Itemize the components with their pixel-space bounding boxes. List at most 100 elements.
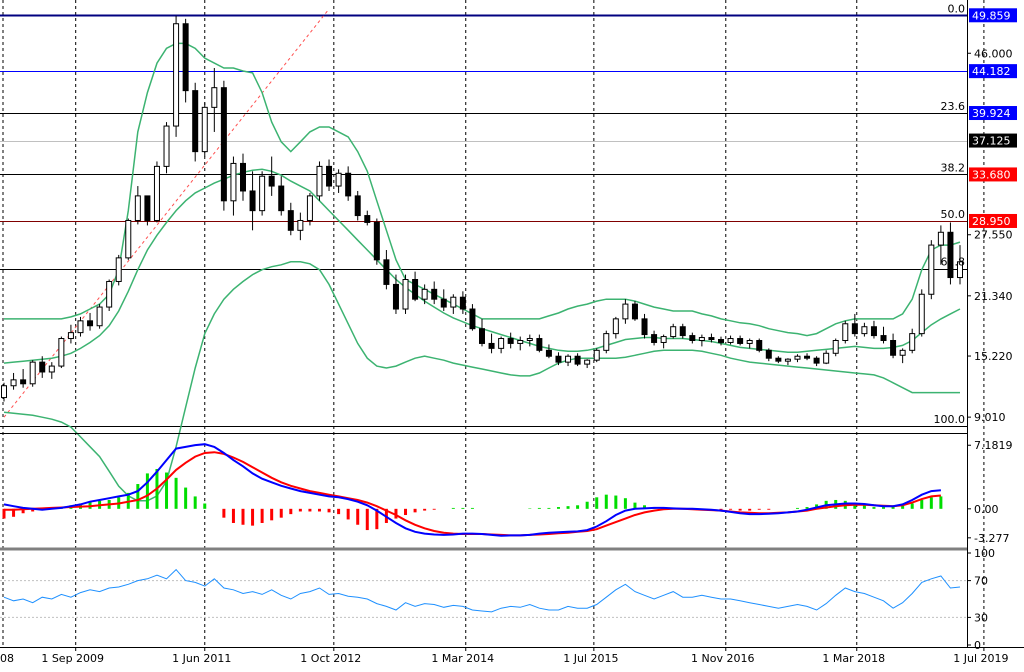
- candle-body: [354, 195, 361, 217]
- candle: [507, 332, 514, 349]
- candle: [870, 320, 877, 339]
- candle-body: [297, 219, 304, 231]
- candle-body: [737, 338, 744, 344]
- candle-body: [823, 352, 830, 364]
- candle-body: [727, 338, 734, 343]
- candle-body: [173, 23, 180, 127]
- candle-body: [459, 296, 466, 310]
- candle-body: [517, 339, 524, 344]
- candle-body: [584, 359, 591, 365]
- candle-body: [545, 349, 552, 357]
- candle-body: [125, 219, 132, 259]
- candle-body: [96, 306, 103, 327]
- candle: [641, 313, 648, 339]
- candle: [278, 176, 285, 216]
- candle-body: [918, 293, 925, 335]
- candle: [851, 313, 858, 337]
- candle: [440, 289, 447, 311]
- candle: [689, 332, 696, 344]
- time-tick-label: 1 Nov 2016: [691, 652, 754, 665]
- candle: [899, 348, 906, 364]
- candle-body: [670, 326, 677, 338]
- price-tick-label: 46.000: [974, 47, 1013, 60]
- candle-body: [851, 323, 858, 335]
- candle-body: [507, 338, 514, 344]
- candle-body: [756, 339, 763, 351]
- candle-body: [450, 296, 457, 308]
- candle: [383, 249, 390, 290]
- candle-body: [29, 361, 36, 385]
- candle-body: [708, 337, 715, 341]
- candle-body: [641, 318, 648, 336]
- candle: [153, 161, 160, 223]
- candle-body: [536, 338, 543, 351]
- candle: [431, 281, 438, 305]
- candle: [737, 335, 744, 346]
- candle: [87, 312, 94, 331]
- macd-tick-label: -3.277: [974, 532, 1009, 545]
- candle: [20, 369, 27, 388]
- candle-body: [890, 339, 897, 356]
- candle: [268, 156, 275, 196]
- price-badge-label: 37.125: [972, 135, 1011, 148]
- candle-body: [48, 365, 55, 373]
- candle: [631, 301, 638, 321]
- fib-trendline: [3, 8, 330, 418]
- fib-labels: 0.0 23.6 38.2 50.0 61.8 100.0: [934, 2, 966, 426]
- candle: [29, 360, 36, 387]
- candle-body: [842, 323, 849, 341]
- candle: [220, 80, 227, 211]
- fib-label: 100.0: [934, 413, 966, 426]
- price-tick-label: 21.340: [974, 290, 1013, 303]
- candle-body: [832, 339, 839, 354]
- candle: [718, 336, 724, 346]
- candle-body: [77, 320, 84, 334]
- price-badge: [969, 106, 1017, 121]
- rsi-tick-label: 100: [974, 547, 995, 560]
- candle-body: [565, 355, 572, 363]
- candle: [698, 334, 705, 347]
- candle-body: [479, 328, 485, 344]
- candle-body: [469, 308, 476, 330]
- candle: [794, 354, 801, 363]
- candle-body: [555, 355, 562, 363]
- macd-main-line: [3, 443, 941, 537]
- candle: [58, 336, 65, 369]
- candle-body: [10, 379, 17, 387]
- candle: [565, 354, 572, 367]
- candle: [775, 356, 782, 364]
- time-axis: 08 1 Sep 2009 1 Jun 2011 1 Oct 2012 1 Mar 20…: [0, 647, 1009, 665]
- candle-body: [574, 355, 581, 365]
- candle: [488, 333, 495, 354]
- candle-body: [134, 195, 141, 221]
- rsi-panel: [0, 568, 967, 618]
- candle-body: [201, 106, 208, 153]
- candle-body: [182, 23, 189, 92]
- price-tick-label: 9.010: [974, 411, 1006, 424]
- time-tick-label: 1 Jul 2019: [953, 652, 1008, 665]
- candle: [804, 353, 811, 361]
- candle: [373, 218, 380, 265]
- candle: [306, 192, 313, 226]
- candle: [498, 336, 505, 354]
- price-badge: [969, 167, 1017, 182]
- candle-body: [651, 334, 658, 343]
- candle-body: [20, 379, 27, 385]
- candle: [861, 322, 868, 337]
- candle-body: [498, 338, 505, 349]
- candle: [1, 382, 7, 402]
- candle-body: [67, 332, 74, 340]
- candle: [211, 68, 218, 132]
- price-badge: [969, 133, 1017, 148]
- candle-body: [220, 87, 227, 202]
- candle: [784, 358, 791, 366]
- candle-body: [115, 257, 122, 282]
- candle: [813, 356, 820, 367]
- candle: [67, 324, 74, 344]
- price-badge: [969, 64, 1017, 79]
- candle: [545, 344, 552, 359]
- fib-trend-line: [3, 8, 330, 418]
- price-badge-label: 28.950: [972, 215, 1011, 228]
